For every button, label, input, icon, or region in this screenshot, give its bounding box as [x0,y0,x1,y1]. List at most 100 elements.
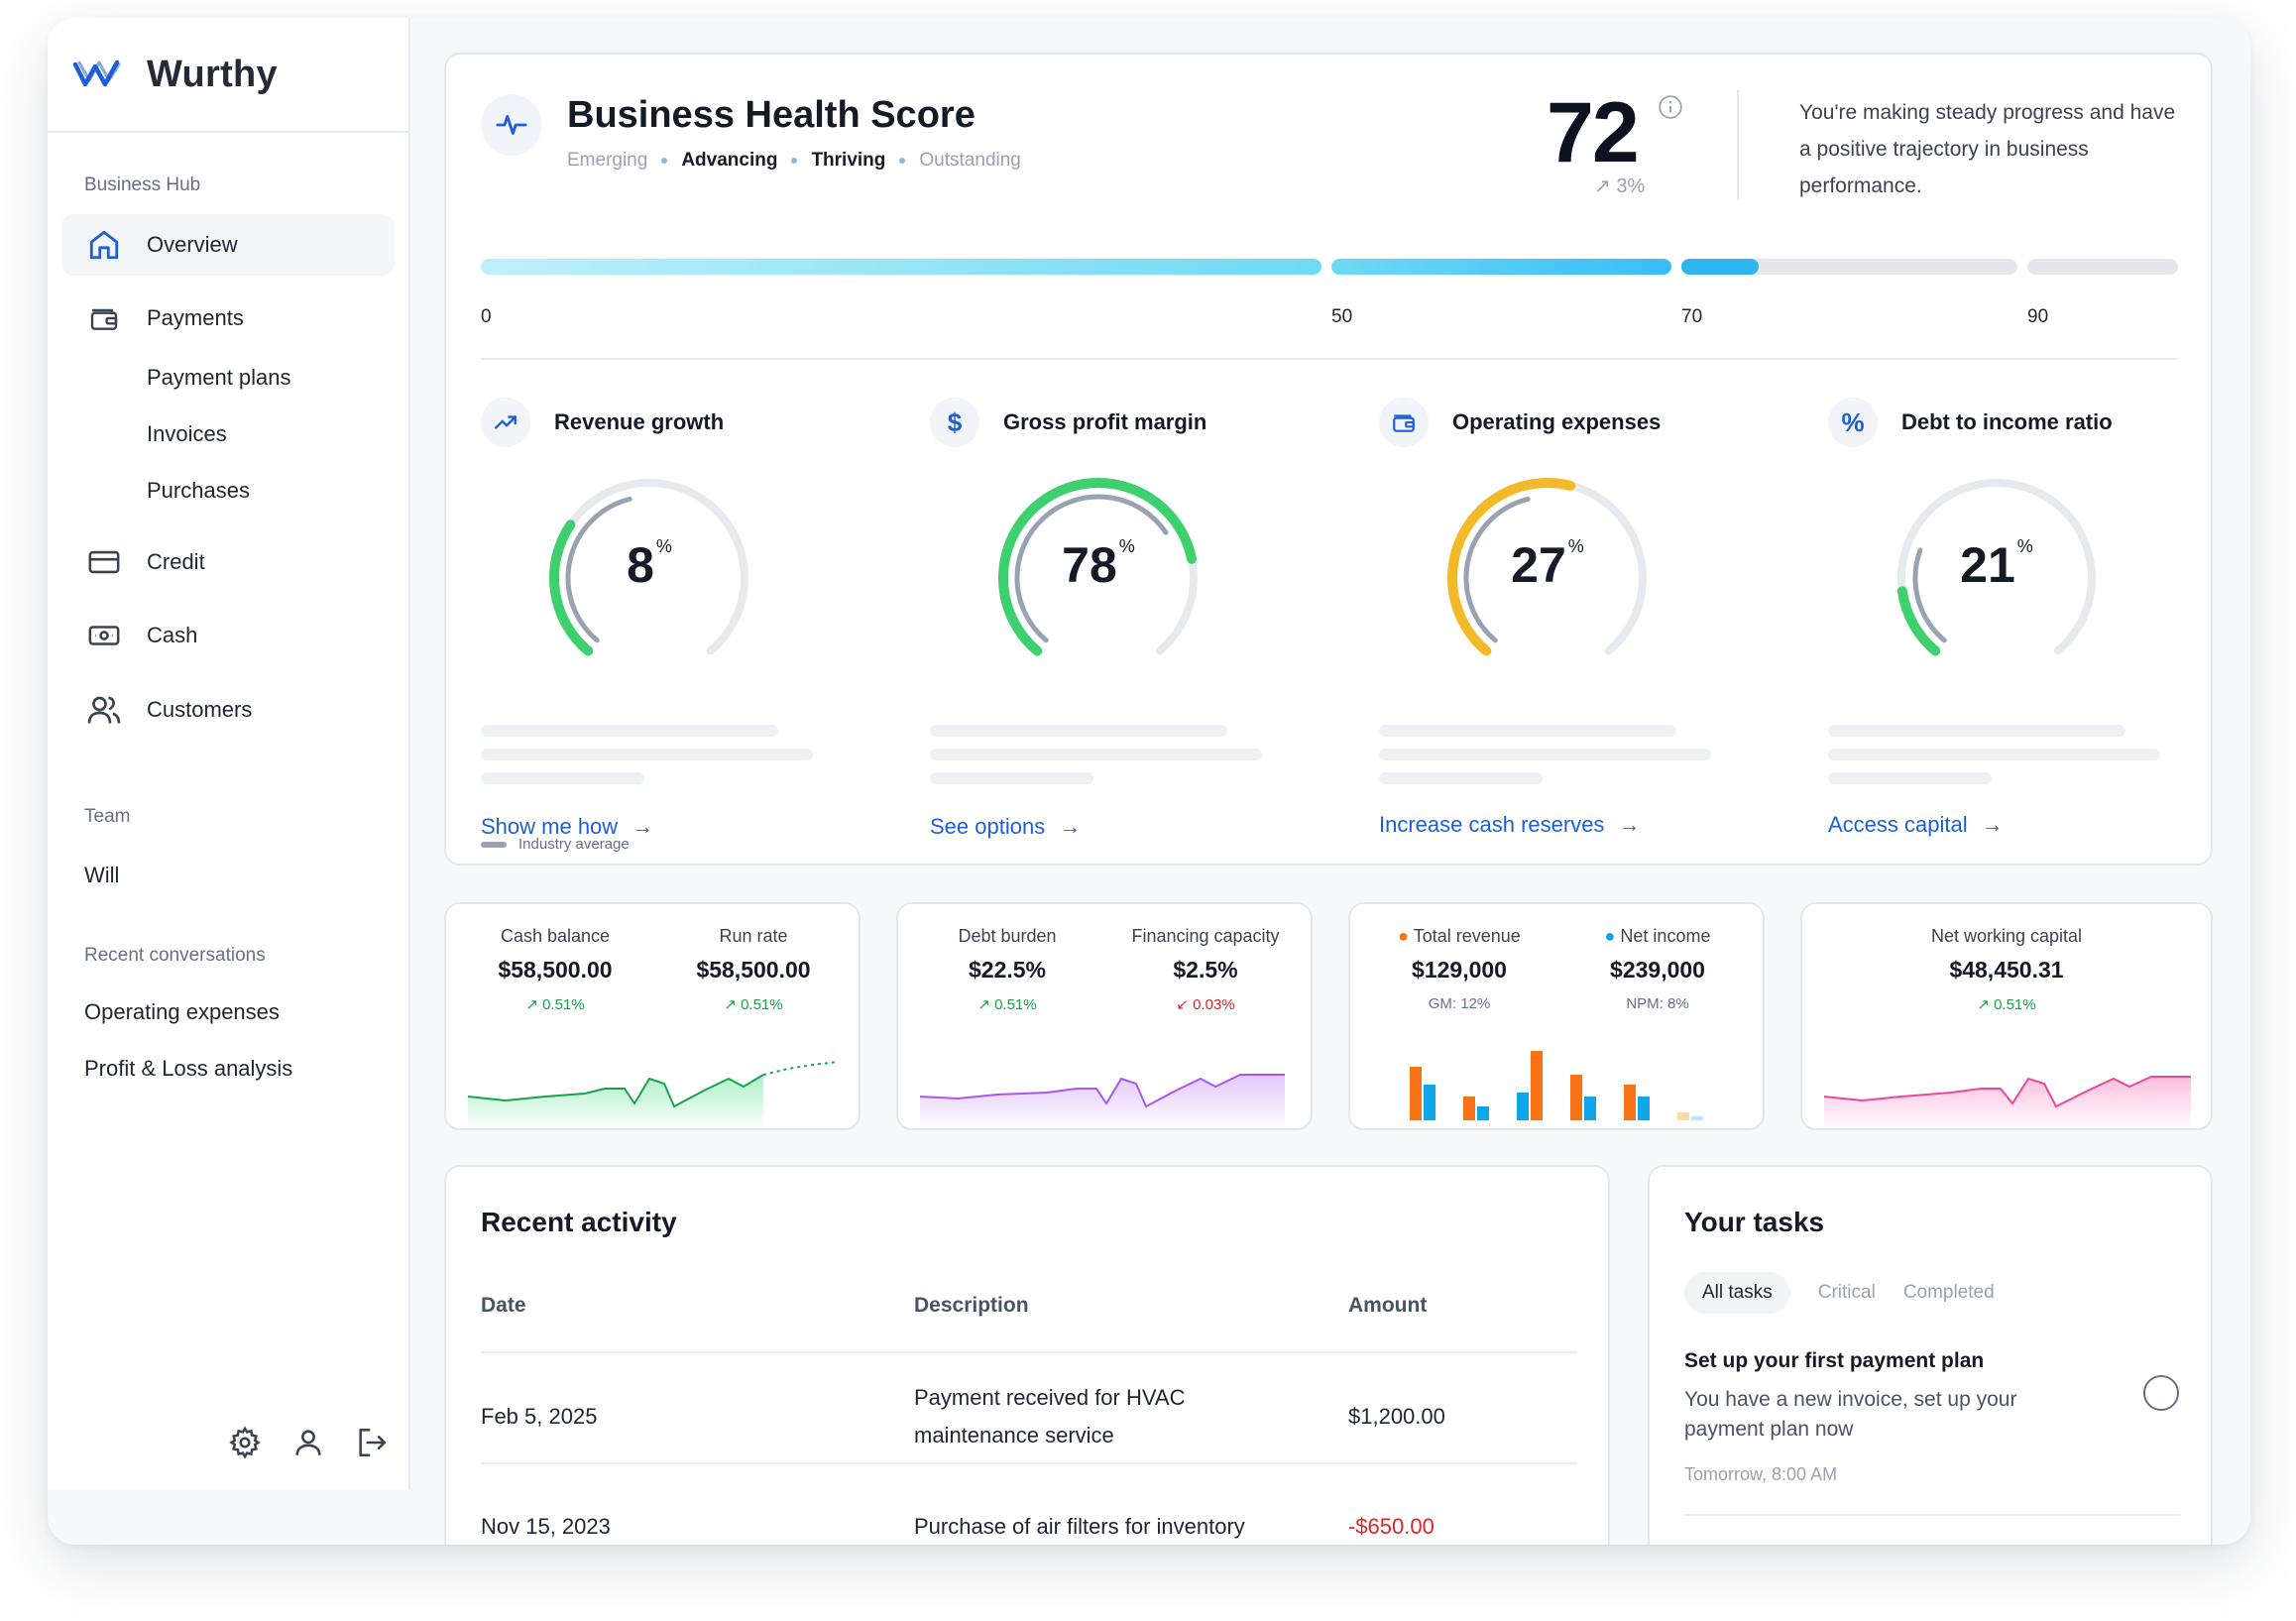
delta-text: 0.51% [994,996,1037,1013]
gear-icon[interactable] [226,1424,264,1461]
skeleton-line [481,725,778,737]
cell-amount: $1,200.00 [1348,1404,1445,1429]
task-time: Tomorrow, 8:00 AM [1684,1464,1838,1484]
tab-completed[interactable]: Completed [1902,1282,1995,1303]
info-icon[interactable] [1658,94,1683,120]
label-text: Total revenue [1413,926,1521,946]
sidebar-item-label: Customers [147,697,253,722]
metric-title: Operating expenses [1452,409,1662,434]
sidebar-item-label: Payments [147,305,244,330]
metric-operating-expenses: Operating expenses 27% Increase cash res… [1379,398,1795,837]
business-hub-label: Business Hub [84,174,201,195]
recent-conversations-label: Recent conversations [84,945,266,966]
cash-balance-card[interactable]: Cash balance $58,500.00 ↗ 0.51% Run rate… [444,902,861,1130]
conversation-profit-loss[interactable]: Profit & Loss analysis [84,1056,293,1081]
column-header-amount[interactable]: Amount [1348,1294,1428,1317]
revenue-income-card[interactable]: ● Total revenue $129,000 GM: 12% ● Net i… [1348,902,1765,1130]
sidebar-item-credit[interactable]: Credit [61,531,395,593]
skeleton-line [481,772,644,784]
recent-activity-card: Recent activity Date Description Amount … [444,1165,1610,1545]
health-score-value: 72 [1547,85,1640,180]
debt-burden-card[interactable]: Debt burden $22.5% ↗ 0.51% Financing cap… [896,902,1313,1130]
percent-icon: % [1828,398,1878,447]
tier-separator [791,158,798,164]
sidebar-item-invoices[interactable]: Invoices [147,421,227,446]
sidebar-item-label: Credit [147,549,205,574]
gauge-number: 21 [1960,537,2015,593]
access-capital-link[interactable]: Access capital → [1828,812,2004,838]
kpi-value: $48,450.31 [1949,957,2064,983]
tab-all-tasks[interactable]: All tasks [1684,1272,1790,1314]
metric-title: Gross profit margin [1003,409,1207,434]
divider [1684,1514,2180,1516]
gauge-industry-average [565,496,632,643]
kpi-single: Net working capital $48,450.31 ↗ 0.51% [1802,926,2211,1013]
task-checkbox[interactable] [2143,1375,2179,1411]
kpi-value: $129,000 [1412,957,1507,983]
conversation-operating-expenses[interactable]: Operating expenses [84,999,280,1024]
skeleton-line [930,725,1227,737]
arrow-right-icon: → [631,814,654,839]
gauge-industry-average [1463,496,1531,643]
tier-emerging: Emerging [567,150,648,171]
increase-cash-reserves-link[interactable]: Increase cash reserves → [1379,812,1640,838]
trend-up-icon [481,398,530,447]
sidebar-item-payments[interactable]: Payments [61,288,395,349]
task-title[interactable]: Set up your first payment plan [1684,1349,1985,1372]
wallet-icon [85,299,123,337]
sidebar-item-label: Cash [147,623,198,647]
score-bar-segment-advancing [1331,259,1671,275]
score-bar-segment-emerging [481,259,1321,275]
kpi-value: $58,500.00 [498,957,613,983]
column-header-description[interactable]: Description [914,1294,1029,1317]
score-bar-segment-outstanding [2027,259,2178,275]
recent-activity-title: Recent activity [481,1207,677,1237]
legend-dot-blue: ● [1604,926,1616,946]
kpi-label: ● Net income [1558,926,1757,947]
kpi-pair: ● Total revenue $129,000 GM: 12% ● Net i… [1350,926,1763,1012]
credit-card-icon [85,543,123,581]
column-header-date[interactable]: Date [481,1294,526,1317]
sidebar-item-payment-plans[interactable]: Payment plans [147,365,291,390]
see-options-link[interactable]: See options → [930,814,1081,840]
link-text: See options [930,814,1046,839]
tab-critical[interactable]: Critical [1817,1282,1876,1303]
gauge-industry-average [1912,547,1947,643]
pulse-icon [481,94,542,156]
skeleton-line [1379,772,1543,784]
sidebar-item-overview[interactable]: Overview [61,214,395,276]
brand[interactable]: Wurthy [48,18,408,133]
wallet-icon [1379,398,1429,447]
kpi-delta: ↙ 0.03% [1176,996,1235,1013]
cell-amount: -$650.00 [1348,1514,1435,1539]
arrow-up-right-icon: ↗ [1594,175,1611,197]
kpi-net-working-capital: Net working capital $48,450.31 ↗ 0.51% [1802,926,2211,1013]
kpi-sub: NPM: 8% [1626,995,1689,1012]
divider [481,358,2178,360]
kpi-sub: GM: 12% [1428,995,1491,1012]
arrow-right-icon: → [1059,814,1082,839]
sparkline-pink [1823,1076,2191,1128]
sidebar-item-customers[interactable]: Customers [61,679,395,741]
tasks-title: Your tasks [1684,1207,1825,1237]
logout-icon[interactable] [353,1424,391,1461]
show-me-how-link[interactable]: Show me how → [481,814,653,840]
gauge-value: 21% [1888,536,2106,594]
sidebar-item-cash[interactable]: Cash [61,605,395,666]
users-icon [85,691,123,729]
link-text: Access capital [1828,812,1968,837]
home-icon [85,226,123,264]
team-member-will[interactable]: Will [84,863,120,887]
sidebar-item-purchases[interactable]: Purchases [147,478,250,503]
net-working-capital-card[interactable]: Net working capital $48,450.31 ↗ 0.51% [1800,902,2213,1130]
bar-tick-90: 90 [2027,306,2049,327]
delta-text: 0.51% [1994,996,2036,1013]
user-icon[interactable] [289,1424,327,1461]
gauge-fill [998,478,1198,656]
kpi-delta: ↗ 0.51% [525,996,585,1013]
score-bar-progress [1681,259,1759,275]
bar-chart-mini [1410,1051,1703,1120]
health-description: You're making steady progress and have a… [1799,101,2176,197]
gauge-unit: % [1118,536,1135,556]
link-text: Show me how [481,814,619,839]
